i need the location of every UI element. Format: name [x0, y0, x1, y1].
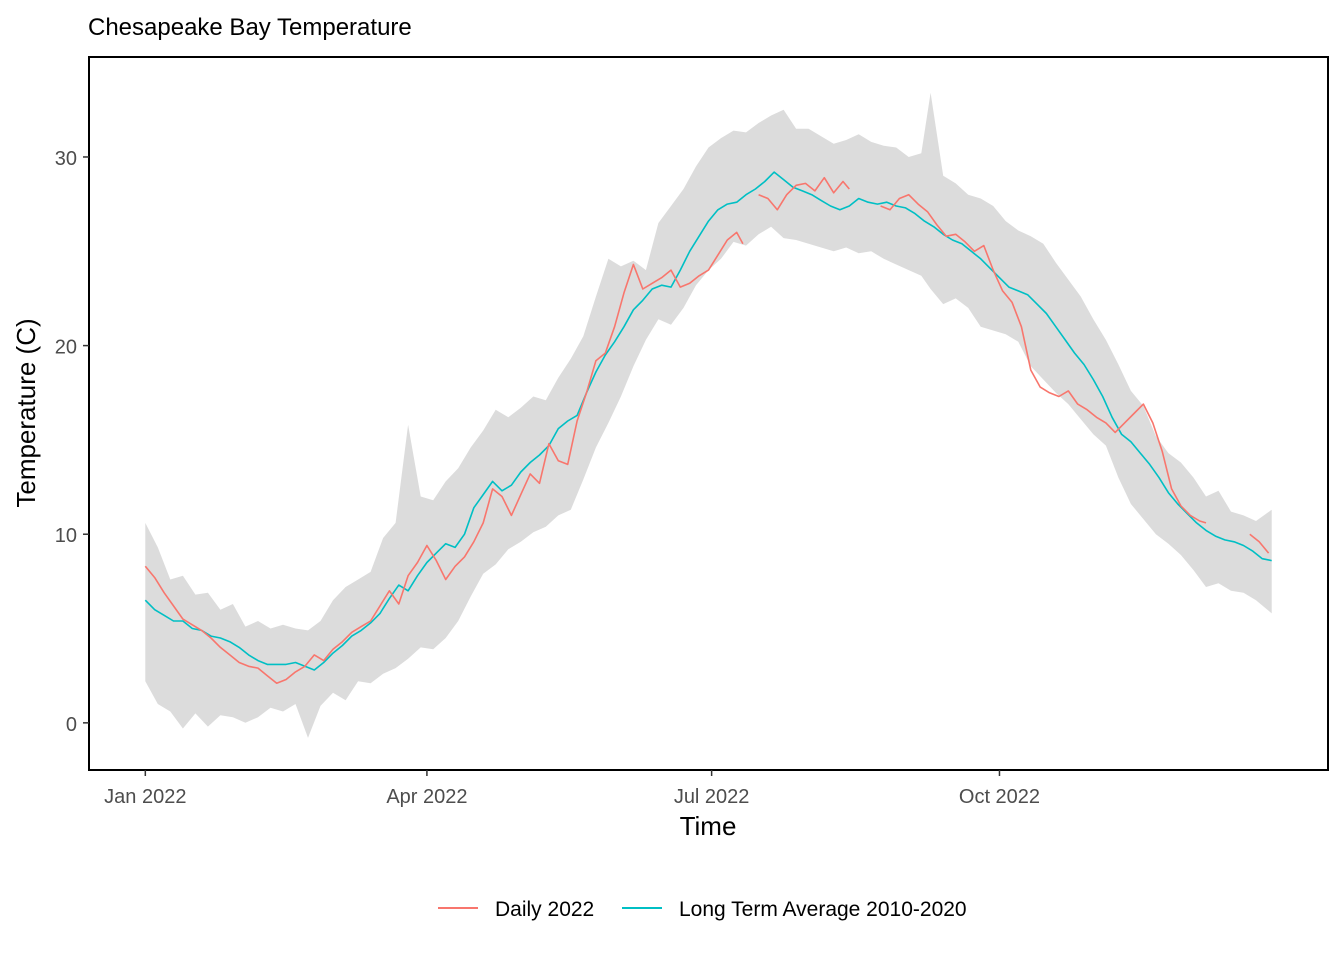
legend: Daily 2022 Long Term Average 2010-2020	[438, 898, 967, 921]
x-tick-label: Jul 2022	[674, 786, 750, 808]
series-layer	[144, 171, 1272, 684]
x-tick-label: Oct 2022	[959, 786, 1040, 808]
y-tick-label: 30	[55, 148, 77, 170]
x-tick-label: Apr 2022	[386, 786, 467, 808]
plot-panel-border	[88, 56, 1329, 771]
x-axis-title: Time	[680, 811, 737, 841]
series-line-daily	[144, 176, 1270, 684]
y-tick-label: 10	[55, 525, 77, 547]
y-axis-title: Temperature (C)	[11, 318, 41, 507]
y-tick-label: 0	[66, 714, 77, 736]
y-axis: 0 10 20 30	[55, 148, 89, 736]
range-band-layer	[145, 92, 1272, 738]
series-line-average	[144, 171, 1272, 671]
range-band-area	[145, 92, 1272, 738]
chart-title: Chesapeake Bay Temperature	[88, 14, 412, 41]
legend-label-average: Long Term Average 2010-2020	[679, 898, 967, 921]
x-tick-label: Jan 2022	[104, 786, 186, 808]
legend-label-daily: Daily 2022	[495, 898, 594, 921]
y-tick-label: 20	[55, 337, 77, 359]
x-axis: Jan 2022 Apr 2022 Jul 2022 Oct 2022	[104, 770, 1040, 808]
